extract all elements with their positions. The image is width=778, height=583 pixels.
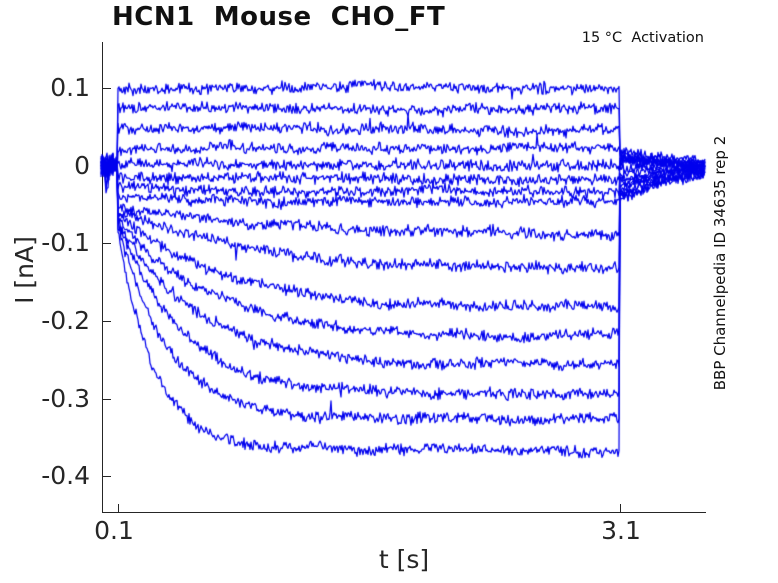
y-tick-label: 0.1 (50, 73, 90, 102)
chart-title: HCN1 Mouse CHO_FT (112, 2, 446, 32)
temperature-activation-annotation: 15 °C Activation (581, 30, 704, 46)
x-tick-label: 3.1 (601, 516, 641, 545)
y-tick-label: -0.2 (41, 306, 90, 335)
x-axis-label: t [s] (378, 545, 430, 574)
y-tick-label: -0.3 (41, 384, 90, 413)
y-tick-label: -0.4 (41, 461, 90, 490)
y-tick-label: 0 (74, 151, 90, 180)
y-tick-label: -0.1 (41, 228, 90, 257)
x-tick-label: 0.1 (94, 516, 134, 545)
channelpedia-id-watermark: BBP Channelpedia ID 34635 rep 2 (711, 135, 729, 391)
y-axis-label: I [nA] (10, 236, 39, 304)
